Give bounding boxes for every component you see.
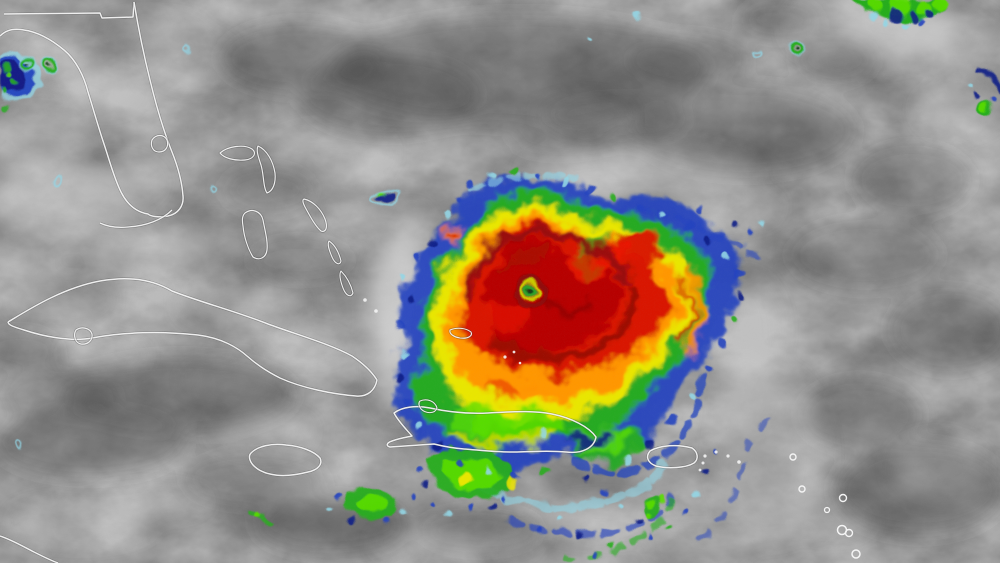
satellite-image	[0, 0, 1000, 563]
film-grain	[0, 0, 1000, 563]
satellite-image-stage	[0, 0, 1000, 563]
